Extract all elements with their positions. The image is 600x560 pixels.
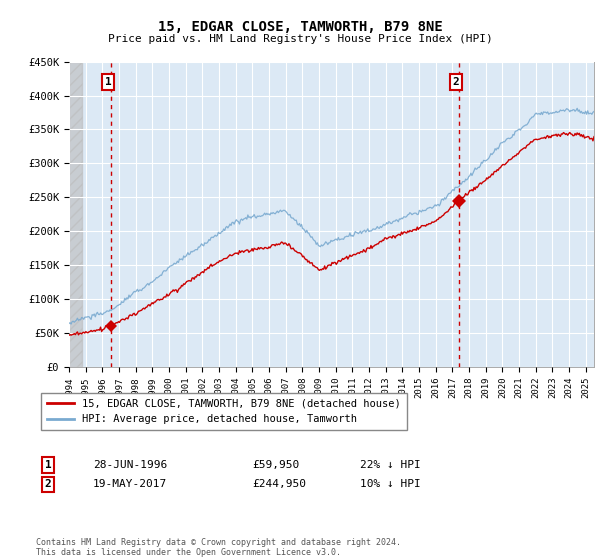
Legend: 15, EDGAR CLOSE, TAMWORTH, B79 8NE (detached house), HPI: Average price, detache: 15, EDGAR CLOSE, TAMWORTH, B79 8NE (deta… (41, 393, 407, 431)
Text: 1: 1 (44, 460, 52, 470)
Text: £59,950: £59,950 (252, 460, 299, 470)
Text: 19-MAY-2017: 19-MAY-2017 (93, 479, 167, 489)
Text: 15, EDGAR CLOSE, TAMWORTH, B79 8NE: 15, EDGAR CLOSE, TAMWORTH, B79 8NE (158, 20, 442, 34)
Text: 2: 2 (452, 77, 460, 87)
Text: Price paid vs. HM Land Registry's House Price Index (HPI): Price paid vs. HM Land Registry's House … (107, 34, 493, 44)
Text: 2: 2 (44, 479, 52, 489)
Text: 28-JUN-1996: 28-JUN-1996 (93, 460, 167, 470)
Text: Contains HM Land Registry data © Crown copyright and database right 2024.
This d: Contains HM Land Registry data © Crown c… (36, 538, 401, 557)
Text: £244,950: £244,950 (252, 479, 306, 489)
Text: 1: 1 (104, 77, 112, 87)
Text: 22% ↓ HPI: 22% ↓ HPI (360, 460, 421, 470)
Text: 10% ↓ HPI: 10% ↓ HPI (360, 479, 421, 489)
Bar (69, 62, 82, 367)
